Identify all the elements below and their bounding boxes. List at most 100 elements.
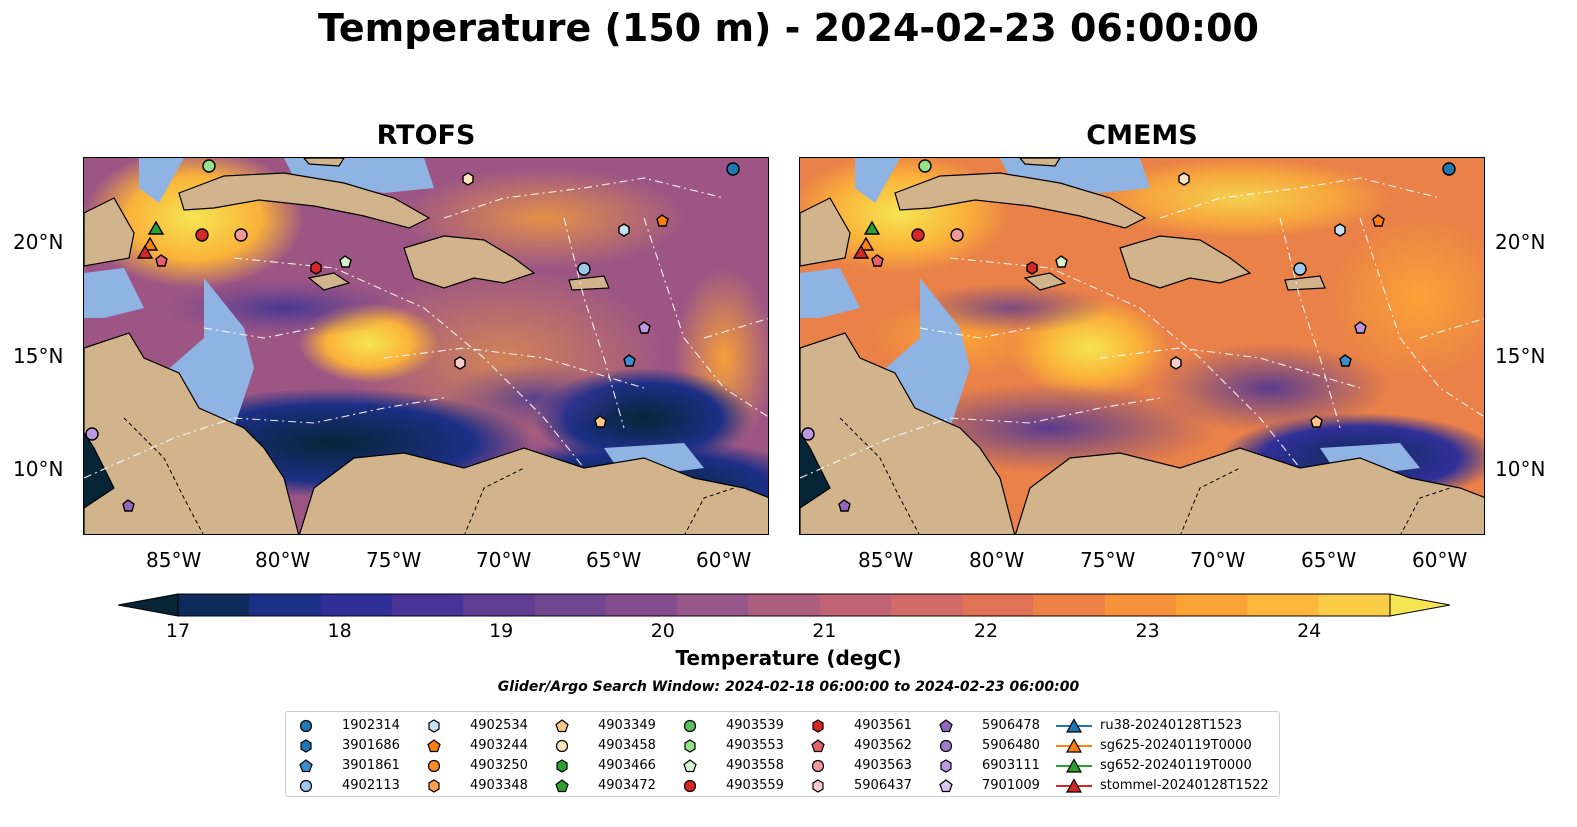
pentagon-marker-icon <box>939 719 953 733</box>
map-title-rtofs: RTOFS <box>376 120 476 151</box>
hexagon-marker-icon <box>812 719 824 733</box>
pentagon-marker-icon <box>939 779 953 793</box>
legend-item-label: 4903348 <box>470 778 528 793</box>
legend-item-label: 4903562 <box>854 738 912 753</box>
colorbar-segment <box>178 594 250 616</box>
circle-marker-icon <box>811 759 825 773</box>
colorbar-label: Temperature (degC) <box>675 646 902 670</box>
legend-item-label: 3901686 <box>342 738 400 753</box>
pentagon-marker-icon <box>811 739 825 753</box>
legend-item-label: ru38-20240128T1523 <box>1100 718 1243 733</box>
colorbar-tick-label: 17 <box>165 620 191 642</box>
legend-item-label: 4903349 <box>598 718 656 733</box>
cmems-map-graphic <box>800 158 1484 534</box>
colorbar-segment <box>890 594 963 616</box>
circle-marker-icon <box>427 759 441 773</box>
colorbar-segment <box>819 594 892 616</box>
circle-marker-icon <box>555 739 569 753</box>
legend-item-label: 7901009 <box>982 778 1040 793</box>
legend-item-label: 1902314 <box>342 718 400 733</box>
legend-item-label: 4903553 <box>726 738 784 753</box>
triangle-line-marker-icon <box>1056 758 1092 773</box>
triangle-line-marker-icon <box>1056 738 1092 753</box>
colorbar-segment <box>534 594 607 616</box>
legend-item-label: 4903472 <box>598 778 656 793</box>
pentagon-marker-icon <box>555 719 569 733</box>
colorbar-tick-label: 24 <box>1297 620 1322 642</box>
legend-item-label: 4903559 <box>726 778 784 793</box>
colorbar-tick-label: 18 <box>327 620 352 642</box>
triangle-line-marker-icon <box>1056 718 1092 733</box>
legend-item-label: stommel-20240128T1522 <box>1100 778 1269 793</box>
colorbar-segment <box>391 594 464 616</box>
colorbar-extend-high <box>1389 593 1450 617</box>
colorbar-tick-label: 22 <box>973 620 999 642</box>
legend-item-label: 4903250 <box>470 758 528 773</box>
pentagon-marker-icon <box>299 759 313 773</box>
map-panel-cmems[interactable] <box>799 157 1485 535</box>
legend-item-label: 4903244 <box>470 738 528 753</box>
circle-marker-icon <box>683 779 697 793</box>
circle-marker-icon <box>939 739 953 753</box>
colorbar-extend-low <box>118 593 179 617</box>
y-tick-left-20n: 20°N <box>13 230 64 254</box>
colorbar-segment <box>1104 594 1177 616</box>
colorbar-segment <box>677 594 749 616</box>
x-tick-cmems-60w: 60°W <box>1412 548 1468 572</box>
y-tick-left-10n: 10°N <box>13 457 64 481</box>
x-tick-rtofs-65w: 65°W <box>586 548 642 572</box>
x-tick-rtofs-80w: 80°W <box>255 548 311 572</box>
legend-item-label: 4902534 <box>470 718 528 733</box>
circle-marker-icon <box>299 779 313 793</box>
colorbar-segment <box>962 594 1035 616</box>
x-tick-rtofs-85w: 85°W <box>146 548 202 572</box>
colorbar-tick-label: 20 <box>650 620 675 642</box>
colorbar-segment <box>1176 594 1249 616</box>
legend-item-label: 4903561 <box>854 718 912 733</box>
x-tick-cmems-65w: 65°W <box>1301 548 1357 572</box>
hexagon-marker-icon <box>428 779 440 793</box>
colorbar-segment <box>463 594 536 616</box>
rtofs-map-graphic <box>84 158 768 534</box>
y-tick-right-20n: 20°N <box>1495 230 1546 254</box>
legend-item-label: 4903563 <box>854 758 912 773</box>
hexagon-marker-icon <box>428 719 440 733</box>
legend-item-label: 4903466 <box>598 758 656 773</box>
colorbar-tick-label: 19 <box>489 620 514 642</box>
y-tick-right-10n: 10°N <box>1495 457 1546 481</box>
hexagon-marker-icon <box>556 759 568 773</box>
legend-item-label: 4903558 <box>726 758 784 773</box>
hexagon-marker-icon <box>940 759 952 773</box>
hexagon-marker-icon <box>300 739 312 753</box>
legend-item-label: 4903458 <box>598 738 656 753</box>
pentagon-marker-icon <box>555 779 569 793</box>
legend-item-label: sg625-20240119T0000 <box>1100 738 1252 753</box>
colorbar-tick-label: 23 <box>1135 620 1160 642</box>
map-panel-rtofs[interactable] <box>83 157 769 535</box>
x-tick-cmems-85w: 85°W <box>858 548 914 572</box>
legend-item-label: 4902113 <box>342 778 400 793</box>
colorbar-segment <box>1318 594 1391 616</box>
colorbar-segment <box>605 594 678 616</box>
pentagon-marker-icon <box>427 739 441 753</box>
y-tick-left-15n: 15°N <box>13 344 64 368</box>
map-title-cmems: CMEMS <box>1086 120 1198 151</box>
pentagon-marker-icon <box>683 759 697 773</box>
x-tick-cmems-75w: 75°W <box>1080 548 1136 572</box>
legend-item-label: 5906478 <box>982 718 1040 733</box>
colorbar-segment <box>249 594 322 616</box>
legend-item-label: 5906480 <box>982 738 1040 753</box>
x-tick-rtofs-75w: 75°W <box>366 548 422 572</box>
legend-item-label: 5906437 <box>854 778 912 793</box>
y-tick-right-15n: 15°N <box>1495 344 1546 368</box>
colorbar-segment <box>1247 594 1320 616</box>
triangle-line-marker-icon <box>1056 778 1092 793</box>
circle-marker-icon <box>683 719 697 733</box>
legend-item-label: 3901861 <box>342 758 400 773</box>
temperature-colorbar <box>118 593 1450 617</box>
legend-item-label: 6903111 <box>982 758 1040 773</box>
colorbar-segment <box>320 594 393 616</box>
legend-item-label: sg652-20240119T0000 <box>1100 758 1252 773</box>
colorbar-segment <box>748 594 821 616</box>
hexagon-marker-icon <box>812 779 824 793</box>
